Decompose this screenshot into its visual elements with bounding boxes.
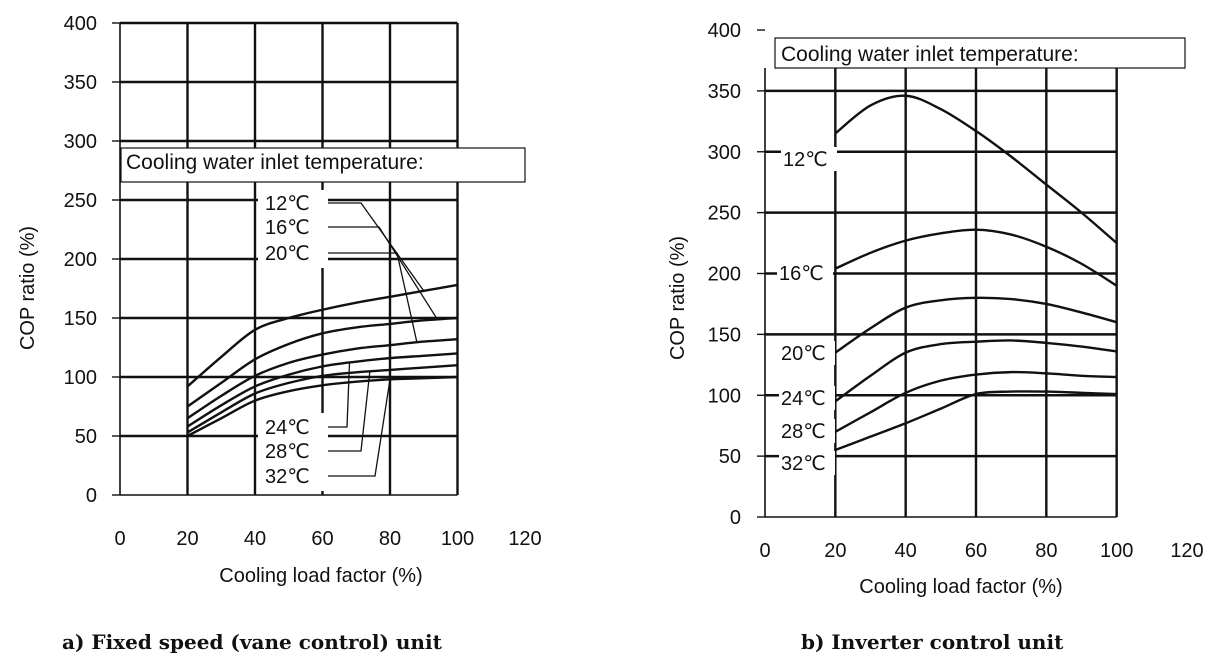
- x-tick-label: 60: [311, 528, 333, 550]
- series-label-bg: [779, 451, 835, 475]
- y-tick-label: 0: [730, 507, 741, 529]
- x-tick-label: 40: [244, 528, 266, 550]
- x-tick-label: 60: [965, 540, 987, 562]
- x-tick-label: 100: [1100, 540, 1133, 562]
- grid-a: [119, 21, 526, 496]
- series-label: 24℃: [265, 417, 310, 439]
- series-label-bg: [781, 147, 837, 171]
- series-label: 20℃: [781, 343, 826, 365]
- y-tick-label: 150: [708, 324, 741, 346]
- series-b: [834, 94, 1118, 452]
- annotation-box-a: [120, 147, 526, 183]
- y-tick-label: 50: [719, 446, 741, 468]
- x-tick-label: 20: [176, 528, 198, 550]
- y-tick-label: 300: [64, 131, 97, 153]
- series-labels-a: 12℃16℃ 20℃ 24℃28℃ 32℃: [258, 190, 328, 491]
- series-line-28c: [186, 364, 458, 434]
- y-tick-label: 250: [708, 203, 741, 225]
- y-tick-label: 100: [708, 385, 741, 407]
- x-tick-label: 100: [441, 528, 474, 550]
- leader-line: [321, 226, 438, 320]
- chart-a: Cooling water inlet temperature: 12℃16℃ 2…: [17, 13, 542, 587]
- y-tick-label: 100: [64, 367, 97, 389]
- series-label: 28℃: [781, 421, 826, 443]
- series-label-bg: [777, 261, 833, 285]
- y-tick-label: 300: [708, 142, 741, 164]
- y-axis-title-b: COP ratio (%): [667, 236, 689, 360]
- series-line-16c: [186, 316, 458, 408]
- series-label: 28℃: [265, 441, 310, 463]
- x-tick-label: 120: [1170, 540, 1203, 562]
- y-tick-label: 400: [708, 20, 741, 42]
- x-axis-title-b: Cooling load factor (%): [859, 576, 1062, 598]
- series-label-bg: [779, 419, 835, 443]
- y-tick-label: 0: [86, 485, 97, 507]
- series-label-bg: [779, 341, 835, 365]
- x-tick-label: 0: [759, 540, 770, 562]
- ticks-b: 0 20 40 60 80 100 120 0 50 100 150 200 250 300 350 400: [708, 20, 1204, 562]
- x-tick-label: 20: [824, 540, 846, 562]
- y-tick-label: 150: [64, 308, 97, 330]
- series-label: 16℃: [265, 217, 310, 239]
- y-tick-label: 400: [64, 13, 97, 35]
- series-line-24c: [186, 352, 458, 428]
- label-block-bg: [258, 190, 328, 268]
- annotation-box-b: [774, 37, 1186, 69]
- x-tick-label: 120: [508, 528, 541, 550]
- leader-line: [321, 202, 425, 292]
- series-label: 24℃: [781, 388, 826, 410]
- series-line-24c: [834, 339, 1117, 403]
- leader-lines-a: [321, 202, 438, 477]
- leader-line: [321, 362, 351, 428]
- annotation-b: Cooling water inlet temperature:: [781, 43, 1079, 66]
- x-tick-label: 0: [114, 528, 125, 550]
- series-label: 32℃: [265, 466, 310, 488]
- x-tick-label: 80: [379, 528, 401, 550]
- series-line-32c: [834, 390, 1117, 452]
- series-label: 32℃: [781, 453, 826, 475]
- series-line-32c: [186, 375, 458, 438]
- y-tick-label: 250: [64, 190, 97, 212]
- series-label-bg: [779, 386, 835, 410]
- chart-b: Cooling water inlet temperature: 12℃ 16℃ 2…: [667, 20, 1204, 598]
- series-line-16c: [834, 228, 1118, 287]
- leader-line: [321, 379, 391, 477]
- x-axis-title-a: Cooling load factor (%): [219, 565, 422, 587]
- ticks-a: 0 20 40 60 80 100 120 0 50 100 150 200 250 300 350 400: [64, 13, 542, 550]
- series-label: 20℃: [265, 243, 310, 265]
- y-tick-label: 350: [708, 81, 741, 103]
- label-block-bg: [258, 413, 328, 491]
- y-tick-label: 350: [64, 72, 97, 94]
- annotation-a: Cooling water inlet temperature:: [126, 151, 424, 174]
- grid-b: [764, 68, 1118, 518]
- leader-line: [321, 252, 418, 343]
- series-line-20c: [186, 338, 458, 420]
- series-line-12c: [834, 94, 1118, 244]
- x-tick-label: 80: [1035, 540, 1057, 562]
- y-tick-label: 50: [75, 426, 97, 448]
- leader-line: [321, 372, 371, 452]
- series-label: 16℃: [779, 263, 824, 285]
- x-tick-label: 40: [895, 540, 917, 562]
- caption-a: a) Fixed speed (vane control) unit: [62, 630, 442, 654]
- series-line-12c: [186, 283, 458, 388]
- series-line-28c: [834, 370, 1117, 433]
- series-label: 12℃: [265, 193, 310, 215]
- series-line-20c: [834, 296, 1117, 354]
- y-tick-label: 200: [708, 264, 741, 286]
- y-axis-title-a: COP ratio (%): [17, 226, 39, 350]
- series-label: 12℃: [783, 149, 828, 171]
- series-labels-b: 12℃ 16℃ 20℃ 24℃ 28℃ 32℃: [777, 147, 837, 475]
- series-a: [186, 283, 458, 438]
- caption-b: b) Inverter control unit: [801, 630, 1064, 654]
- y-tick-label: 200: [64, 249, 97, 271]
